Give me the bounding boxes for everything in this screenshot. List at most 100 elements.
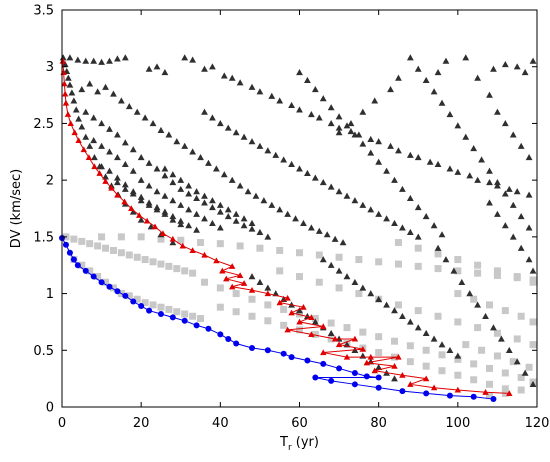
black-triangle-point	[102, 83, 109, 90]
black-triangle-point	[395, 147, 402, 154]
red-triangle-point	[135, 212, 143, 218]
black-triangle-point	[434, 160, 442, 167]
black-triangle-point	[220, 72, 228, 79]
gray-square-point	[394, 301, 402, 309]
black-triangle-point	[248, 138, 256, 145]
gray-square-point	[296, 310, 303, 318]
black-triangle-point	[359, 201, 367, 208]
black-triangle-point	[98, 142, 105, 149]
black-triangle-point	[486, 91, 493, 98]
red-triangle-point	[229, 283, 236, 290]
black-triangle-point	[494, 179, 501, 186]
gray-square-point	[181, 267, 189, 275]
gray-square-point	[462, 341, 470, 349]
black-triangle-point	[371, 97, 379, 104]
blue-circle-point	[130, 298, 137, 305]
gray-square-point	[232, 308, 240, 316]
black-triangle-point	[296, 165, 303, 172]
red-triangle-point	[351, 335, 359, 342]
red-triangle-point	[121, 198, 128, 205]
blue-circle-point	[205, 325, 212, 332]
gray-square-point	[335, 253, 343, 261]
black-triangle-point	[161, 165, 169, 172]
red-triangle-point	[371, 367, 378, 374]
black-triangle-point	[276, 97, 284, 104]
gray-square-point	[102, 278, 110, 286]
black-triangle-point	[446, 165, 454, 172]
gray-square-point	[197, 239, 205, 247]
black-triangle-point	[501, 222, 509, 229]
red-triangle-point	[482, 389, 489, 395]
gray-square-point	[276, 246, 284, 254]
black-triangle-point	[153, 63, 161, 70]
gray-square-point	[165, 305, 173, 313]
gray-square-point	[109, 284, 117, 292]
black-triangle-point	[351, 131, 359, 138]
gray-square-point	[355, 290, 363, 298]
gray-square-point	[454, 355, 462, 363]
black-triangle-point	[121, 54, 129, 61]
black-triangle-point	[114, 55, 121, 62]
red-triangle-point	[128, 205, 135, 212]
black-triangle-point	[367, 290, 375, 297]
black-triangle-point	[220, 171, 228, 178]
black-triangle-point	[129, 190, 137, 197]
gray-square-point	[181, 310, 189, 318]
red-triangle-point	[236, 272, 244, 278]
red-triangle-point	[67, 120, 74, 126]
black-triangle-point	[201, 192, 208, 199]
black-triangle-point	[307, 224, 315, 231]
black-triangle-point	[137, 197, 145, 204]
black-triangle-point	[177, 201, 185, 208]
red-triangle-point	[320, 323, 327, 330]
gray-square-point	[94, 242, 102, 250]
gray-square-point	[501, 369, 509, 377]
gray-square-point	[109, 246, 117, 254]
red-triangle-point	[91, 163, 98, 170]
black-triangle-point	[117, 97, 125, 104]
black-triangle-point	[228, 74, 236, 81]
gray-square-point	[137, 233, 145, 241]
black-triangle-point	[114, 174, 121, 181]
red-triangle-point	[151, 223, 159, 230]
black-triangle-point	[367, 206, 375, 213]
black-triangle-point	[327, 183, 335, 190]
black-triangle-point	[327, 104, 335, 111]
black-triangle-point	[327, 120, 335, 127]
black-triangle-point	[359, 140, 367, 147]
gray-square-point	[375, 258, 383, 266]
black-triangle-point	[482, 312, 489, 319]
gray-square-point	[486, 301, 493, 309]
black-triangle-point	[323, 231, 331, 238]
gray-square-point	[509, 358, 517, 366]
red-triangle-point	[240, 280, 248, 286]
black-triangle-point	[462, 54, 470, 61]
blue-circle-point	[66, 249, 73, 256]
y-axis-label: DV (km/sec)	[9, 169, 24, 248]
black-triangle-point	[264, 284, 272, 291]
black-triangle-point	[315, 114, 323, 121]
red-triangle-point	[296, 318, 303, 325]
gray-square-point	[149, 258, 157, 266]
x-tick-label: 100	[445, 416, 470, 431]
gray-square-point	[296, 326, 303, 334]
black-triangle-point	[145, 201, 153, 208]
black-triangle-point	[454, 352, 462, 359]
black-triangle-point	[189, 148, 197, 155]
black-triangle-point	[153, 206, 161, 213]
black-triangle-point	[501, 61, 509, 68]
black-triangle-point	[240, 215, 248, 222]
black-triangle-point	[422, 76, 430, 84]
gray-square-point	[177, 236, 185, 244]
black-triangle-point	[339, 239, 347, 246]
black-triangle-point	[284, 210, 292, 217]
gray-square-point	[86, 240, 94, 248]
black-triangle-point	[125, 103, 133, 110]
x-tick-label: 80	[370, 416, 387, 431]
black-triangle-point	[529, 267, 537, 274]
x-axis-label-subscript: r	[288, 443, 292, 453]
black-triangle-point	[98, 120, 105, 127]
black-triangle-point	[359, 352, 367, 359]
x-tick-label: 120	[525, 416, 550, 431]
red-triangle-point	[320, 349, 327, 356]
